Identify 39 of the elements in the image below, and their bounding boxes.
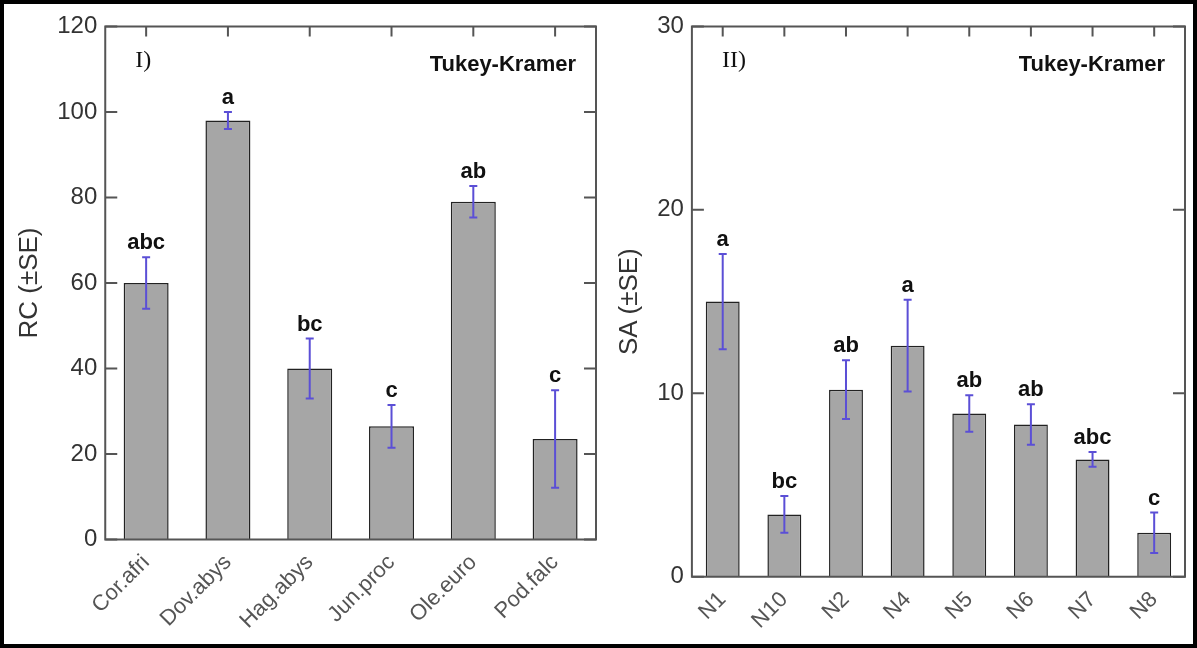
annotation: ab [1018, 376, 1044, 402]
annotation: ab [833, 332, 859, 358]
x-tick-label: N7 [1062, 586, 1101, 624]
y-axis-title: RC (±SE) [12, 227, 43, 339]
annotation: Tukey-Kramer [1018, 51, 1166, 77]
y-tick-label: 80 [70, 182, 98, 210]
x-tick-label: N1 [692, 586, 731, 624]
annotation: II) [721, 45, 746, 72]
y-tick-label: 0 [83, 524, 98, 552]
annotation: ab [460, 157, 487, 183]
y-tick-label: 100 [57, 96, 98, 124]
annotation: I) [135, 45, 152, 72]
annotation: Tukey-Kramer [429, 51, 577, 77]
annotation: ab [956, 367, 983, 393]
annotation: c [548, 362, 562, 388]
x-tick-label: N6 [1001, 586, 1039, 624]
y-axis-title: SA (±SE) [612, 248, 643, 355]
y-tick-label: 40 [70, 353, 98, 381]
y-tick-label: 30 [657, 11, 684, 39]
x-tick-label: N2 [816, 586, 854, 624]
annotation: a [221, 84, 235, 109]
annotation: abc [1073, 424, 1112, 450]
y-tick-label: 20 [70, 438, 98, 466]
x-tick-label: N8 [1124, 586, 1162, 624]
y-tick-label: 120 [57, 11, 98, 39]
annotation: abc [127, 229, 166, 255]
y-tick-label: 20 [657, 194, 684, 222]
y-tick-label: 60 [70, 267, 98, 295]
annotation: a [716, 225, 730, 251]
annotation: c [1148, 484, 1161, 510]
annotation: bc [296, 310, 323, 336]
y-tick-label: 10 [657, 377, 684, 405]
annotation: bc [771, 468, 798, 494]
x-tick-label: N4 [877, 586, 916, 624]
y-tick-label: 0 [670, 561, 684, 589]
annotation: a [901, 271, 915, 297]
x-tick-label: N10 [745, 586, 793, 633]
x-tick-label: N5 [939, 586, 978, 624]
annotation: c [385, 376, 398, 402]
